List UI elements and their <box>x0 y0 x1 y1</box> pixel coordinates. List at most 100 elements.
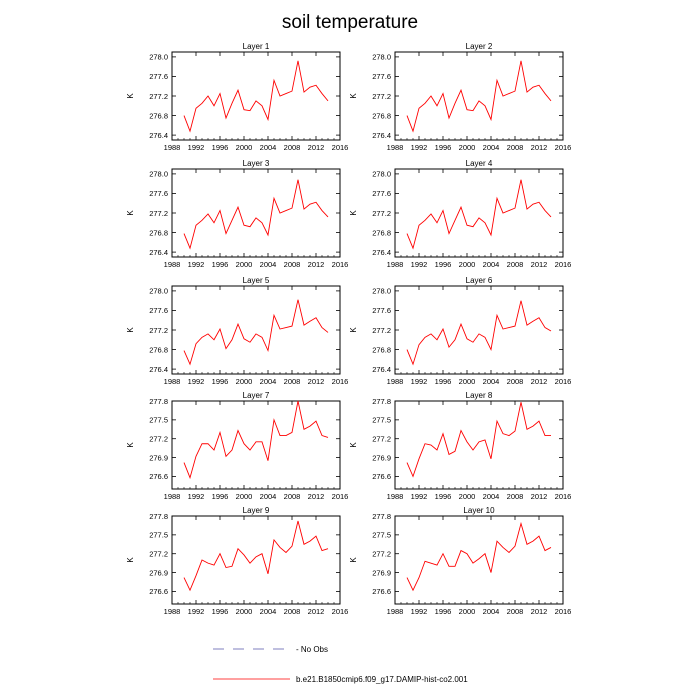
y-tick-label: 276.8 <box>149 111 168 120</box>
y-tick-label: 277.6 <box>149 189 168 198</box>
x-tick-label: 2012 <box>308 143 325 152</box>
legend-no-obs-label: - No Obs <box>296 645 328 654</box>
y-axis-label: K <box>349 557 358 563</box>
x-tick-label: 2004 <box>483 143 500 152</box>
panel-layer-8: Layer 8 1988 1992 1996 2000 2004 2008 2012 2016 2… <box>349 391 571 501</box>
x-tick-label: 2008 <box>507 143 524 152</box>
x-tick-label: 2016 <box>332 260 349 269</box>
x-tick-label: 1988 <box>164 143 181 152</box>
y-tick-label: 277.2 <box>372 92 391 101</box>
y-tick-label: 276.8 <box>372 345 391 354</box>
series-line <box>183 400 329 480</box>
y-tick-label: 278.0 <box>149 287 168 296</box>
panel-layer-4: Layer 4 1988 1992 1996 2000 2004 2008 2012 2016 2… <box>349 159 571 269</box>
x-tick-label: 1988 <box>387 607 404 616</box>
y-tick-label: 278.0 <box>372 53 391 62</box>
y-axis-label: K <box>126 327 135 333</box>
panel-layer-2: Layer 2 1988 1992 1996 2000 2004 2008 2012 2016 2… <box>349 42 571 152</box>
y-tick-label: 277.6 <box>149 72 168 81</box>
y-tick-label: 277.2 <box>372 550 391 559</box>
y-axis-label: K <box>349 93 358 99</box>
figure-title: soil temperature <box>282 12 418 33</box>
y-axis-label: K <box>349 327 358 333</box>
y-tick-label: 276.8 <box>149 345 168 354</box>
x-tick-label: 2016 <box>555 260 572 269</box>
x-tick-label: 1996 <box>435 377 452 386</box>
panel-title: Layer 10 <box>463 506 495 515</box>
legend: - No Obs b.e21.B1850cmip6.f09_g17.DAMIP-… <box>213 645 468 684</box>
x-tick-label: 1992 <box>188 492 205 501</box>
x-tick-label: 2008 <box>507 492 524 501</box>
x-tick-label: 2016 <box>332 492 349 501</box>
y-axis-label: K <box>126 93 135 99</box>
y-tick-label: 277.2 <box>149 326 168 335</box>
x-tick-label: 1988 <box>164 492 181 501</box>
x-tick-label: 2004 <box>483 260 500 269</box>
x-tick-label: 2004 <box>483 377 500 386</box>
x-tick-label: 1992 <box>411 607 428 616</box>
panel-layer-5: Layer 5 1988 1992 1996 2000 2004 2008 2012 2016 2… <box>126 276 348 386</box>
x-tick-label: 2012 <box>531 260 548 269</box>
y-tick-label: 277.2 <box>149 209 168 218</box>
x-tick-label: 1992 <box>411 492 428 501</box>
x-tick-label: 2016 <box>332 607 349 616</box>
panel-title: Layer 6 <box>466 276 493 285</box>
y-tick-label: 278.0 <box>149 170 168 179</box>
series-line <box>183 299 329 366</box>
y-axis-label: K <box>349 442 358 448</box>
x-tick-label: 1988 <box>164 260 181 269</box>
x-tick-label: 2012 <box>531 607 548 616</box>
series-line <box>406 300 552 366</box>
x-tick-label: 1996 <box>435 492 452 501</box>
x-tick-label: 1988 <box>387 143 404 152</box>
y-tick-label: 277.8 <box>372 397 391 406</box>
series-line <box>183 520 329 592</box>
x-tick-label: 1992 <box>188 377 205 386</box>
x-tick-label: 2016 <box>332 377 349 386</box>
x-tick-label: 2008 <box>284 260 301 269</box>
series-line <box>406 521 552 592</box>
x-tick-label: 2012 <box>308 260 325 269</box>
x-tick-label: 2000 <box>236 260 253 269</box>
y-tick-label: 277.2 <box>372 209 391 218</box>
x-tick-label: 2000 <box>459 492 476 501</box>
y-axis-label: K <box>126 557 135 563</box>
x-tick-label: 2008 <box>284 377 301 386</box>
x-tick-label: 2008 <box>507 377 524 386</box>
x-tick-label: 2016 <box>555 377 572 386</box>
panel-title: Layer 3 <box>243 159 270 168</box>
x-tick-label: 2008 <box>507 607 524 616</box>
series-line <box>406 179 552 250</box>
y-tick-label: 277.2 <box>149 435 168 444</box>
panel-title: Layer 5 <box>243 276 270 285</box>
x-tick-label: 1996 <box>212 607 229 616</box>
x-tick-label: 2004 <box>260 377 277 386</box>
y-tick-label: 276.4 <box>372 248 391 257</box>
x-tick-label: 2004 <box>483 607 500 616</box>
panel-title: Layer 1 <box>243 42 270 51</box>
x-tick-label: 1996 <box>212 377 229 386</box>
y-tick-label: 277.6 <box>372 72 391 81</box>
y-tick-label: 277.2 <box>372 326 391 335</box>
x-tick-label: 2000 <box>236 492 253 501</box>
x-tick-label: 2000 <box>459 143 476 152</box>
x-tick-label: 1992 <box>188 260 205 269</box>
x-tick-label: 2000 <box>459 377 476 386</box>
x-tick-label: 1992 <box>188 607 205 616</box>
x-tick-label: 2012 <box>308 377 325 386</box>
y-tick-label: 276.4 <box>372 131 391 140</box>
y-tick-label: 276.4 <box>149 365 168 374</box>
y-tick-label: 276.4 <box>149 248 168 257</box>
x-tick-label: 1996 <box>212 492 229 501</box>
x-tick-label: 2012 <box>308 607 325 616</box>
y-tick-label: 277.2 <box>149 92 168 101</box>
x-tick-label: 1996 <box>212 260 229 269</box>
x-tick-label: 2012 <box>531 143 548 152</box>
y-tick-label: 276.8 <box>372 111 391 120</box>
x-tick-label: 2008 <box>284 492 301 501</box>
x-tick-label: 1996 <box>435 607 452 616</box>
x-tick-label: 2004 <box>260 607 277 616</box>
y-tick-label: 277.8 <box>149 397 168 406</box>
x-tick-label: 2004 <box>483 492 500 501</box>
panel-layer-10: Layer 10 1988 1992 1996 2000 2004 2008 2012 2016… <box>349 506 571 616</box>
